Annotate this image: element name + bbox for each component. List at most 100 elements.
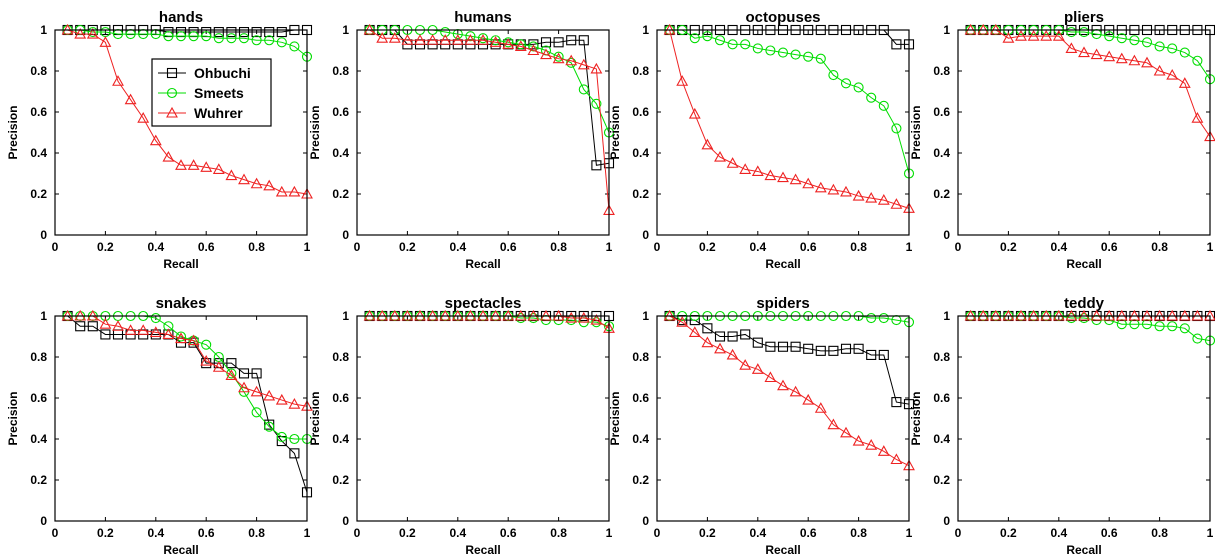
y-tick-label: 0 xyxy=(642,228,649,242)
data-point xyxy=(840,426,852,438)
x-tick-label: 0.8 xyxy=(1151,240,1168,254)
y-tick-label: 0 xyxy=(342,228,349,242)
legend: Ohbuchi Smeets Wuhrer xyxy=(151,58,272,127)
y-tick-label: 0.6 xyxy=(632,391,649,405)
data-point xyxy=(464,34,477,45)
y-tick-label: 0.4 xyxy=(332,146,349,160)
x-tick-label: 0.4 xyxy=(1050,240,1067,254)
data-point xyxy=(226,368,237,379)
series-smeets xyxy=(664,24,915,179)
x-tick-label: 0.4 xyxy=(449,240,466,254)
chart-title: octopuses xyxy=(745,9,820,26)
y-tick-label: 0.6 xyxy=(933,105,950,119)
data-point xyxy=(891,397,902,408)
data-point xyxy=(289,41,300,52)
data-point xyxy=(840,78,852,89)
chart-title: spiders xyxy=(756,295,809,312)
data-point xyxy=(137,112,150,123)
x-axis-label: Recall xyxy=(163,543,198,557)
x-axis-label: Recall xyxy=(1066,543,1101,557)
data-point xyxy=(1154,321,1165,332)
data-point xyxy=(553,37,564,48)
x-tick-label: 0.6 xyxy=(1101,526,1118,540)
x-tick-label: 0.8 xyxy=(550,526,567,540)
data-point xyxy=(815,53,826,64)
y-tick-label: 0.6 xyxy=(30,391,47,405)
data-point xyxy=(1115,52,1128,64)
data-point xyxy=(275,393,288,405)
data-point xyxy=(276,26,287,38)
data-point xyxy=(200,161,213,172)
series-line xyxy=(369,29,610,133)
data-point xyxy=(714,35,726,46)
data-point xyxy=(591,98,602,109)
data-point xyxy=(865,439,878,450)
plot-frame xyxy=(957,29,1211,236)
series-wuhrer xyxy=(964,23,1215,142)
data-point xyxy=(590,313,603,325)
y-axis-label: Precision xyxy=(6,105,20,159)
data-point xyxy=(238,381,250,393)
y-tick-label: 1 xyxy=(40,309,47,323)
data-point xyxy=(1191,112,1204,123)
chart-hands: hands 00 0.2 0.2 0.4 0.4 0.6 0.6 0.8 0.8 1 1 Recall P… xyxy=(6,9,313,271)
plot-frame xyxy=(54,29,308,236)
data-point xyxy=(765,341,776,352)
data-point xyxy=(99,36,112,47)
data-point xyxy=(752,337,763,348)
y-tick-label: 1 xyxy=(642,23,649,37)
y-tick-label: 0.4 xyxy=(30,432,47,446)
data-point xyxy=(1154,41,1165,52)
chart-title: teddy xyxy=(1064,295,1105,312)
data-point xyxy=(212,163,225,174)
data-point xyxy=(726,157,739,168)
data-point xyxy=(112,75,124,86)
x-axis-label: Recall xyxy=(465,257,500,271)
x-tick-label: 0 xyxy=(955,526,962,540)
data-point xyxy=(891,39,902,50)
x-tick-label: 0 xyxy=(354,526,361,540)
x-tick-label: 0.2 xyxy=(399,526,416,540)
y-tick-label: 0.8 xyxy=(30,350,47,364)
data-point xyxy=(162,150,175,162)
data-point xyxy=(213,33,224,44)
data-point xyxy=(264,26,275,38)
data-point xyxy=(814,181,827,193)
y-tick-label: 1 xyxy=(342,309,349,323)
x-tick-label: 0.8 xyxy=(1151,526,1168,540)
chart-title: hands xyxy=(159,9,203,26)
data-point xyxy=(1167,321,1178,332)
data-point xyxy=(515,39,526,50)
data-point xyxy=(676,75,689,86)
y-axis-label: Precision xyxy=(909,391,923,445)
y-tick-label: 0.4 xyxy=(933,432,950,446)
chart-pliers: pliers 00 0.2 0.2 0.4 0.4 0.6 0.6 0.8 0.8 1 1 Recall… xyxy=(909,9,1215,271)
series-wuhrer xyxy=(363,23,615,215)
data-point xyxy=(1192,55,1203,66)
data-point xyxy=(866,92,877,103)
data-point xyxy=(739,359,752,370)
x-tick-label: 1 xyxy=(1207,240,1214,254)
legend-label: Smeets xyxy=(194,85,244,101)
legend-label: Wuhrer xyxy=(194,105,243,121)
data-point xyxy=(577,311,590,323)
x-tick-label: 0.2 xyxy=(1000,240,1017,254)
x-tick-label: 1 xyxy=(304,526,311,540)
series-wuhrer xyxy=(61,309,313,411)
data-point xyxy=(727,331,738,342)
data-point xyxy=(289,433,300,445)
data-point xyxy=(263,179,276,191)
x-tick-label: 1 xyxy=(906,240,913,254)
data-point xyxy=(175,159,187,170)
data-point xyxy=(1090,48,1103,60)
data-point xyxy=(275,185,288,197)
data-point xyxy=(137,324,150,335)
data-point xyxy=(802,177,815,189)
series-line xyxy=(970,29,1211,137)
data-point xyxy=(451,34,464,45)
data-point xyxy=(112,320,124,331)
y-tick-label: 0 xyxy=(943,228,950,242)
data-point xyxy=(1129,35,1140,46)
data-point xyxy=(264,35,275,46)
x-tick-label: 0.8 xyxy=(248,526,265,540)
